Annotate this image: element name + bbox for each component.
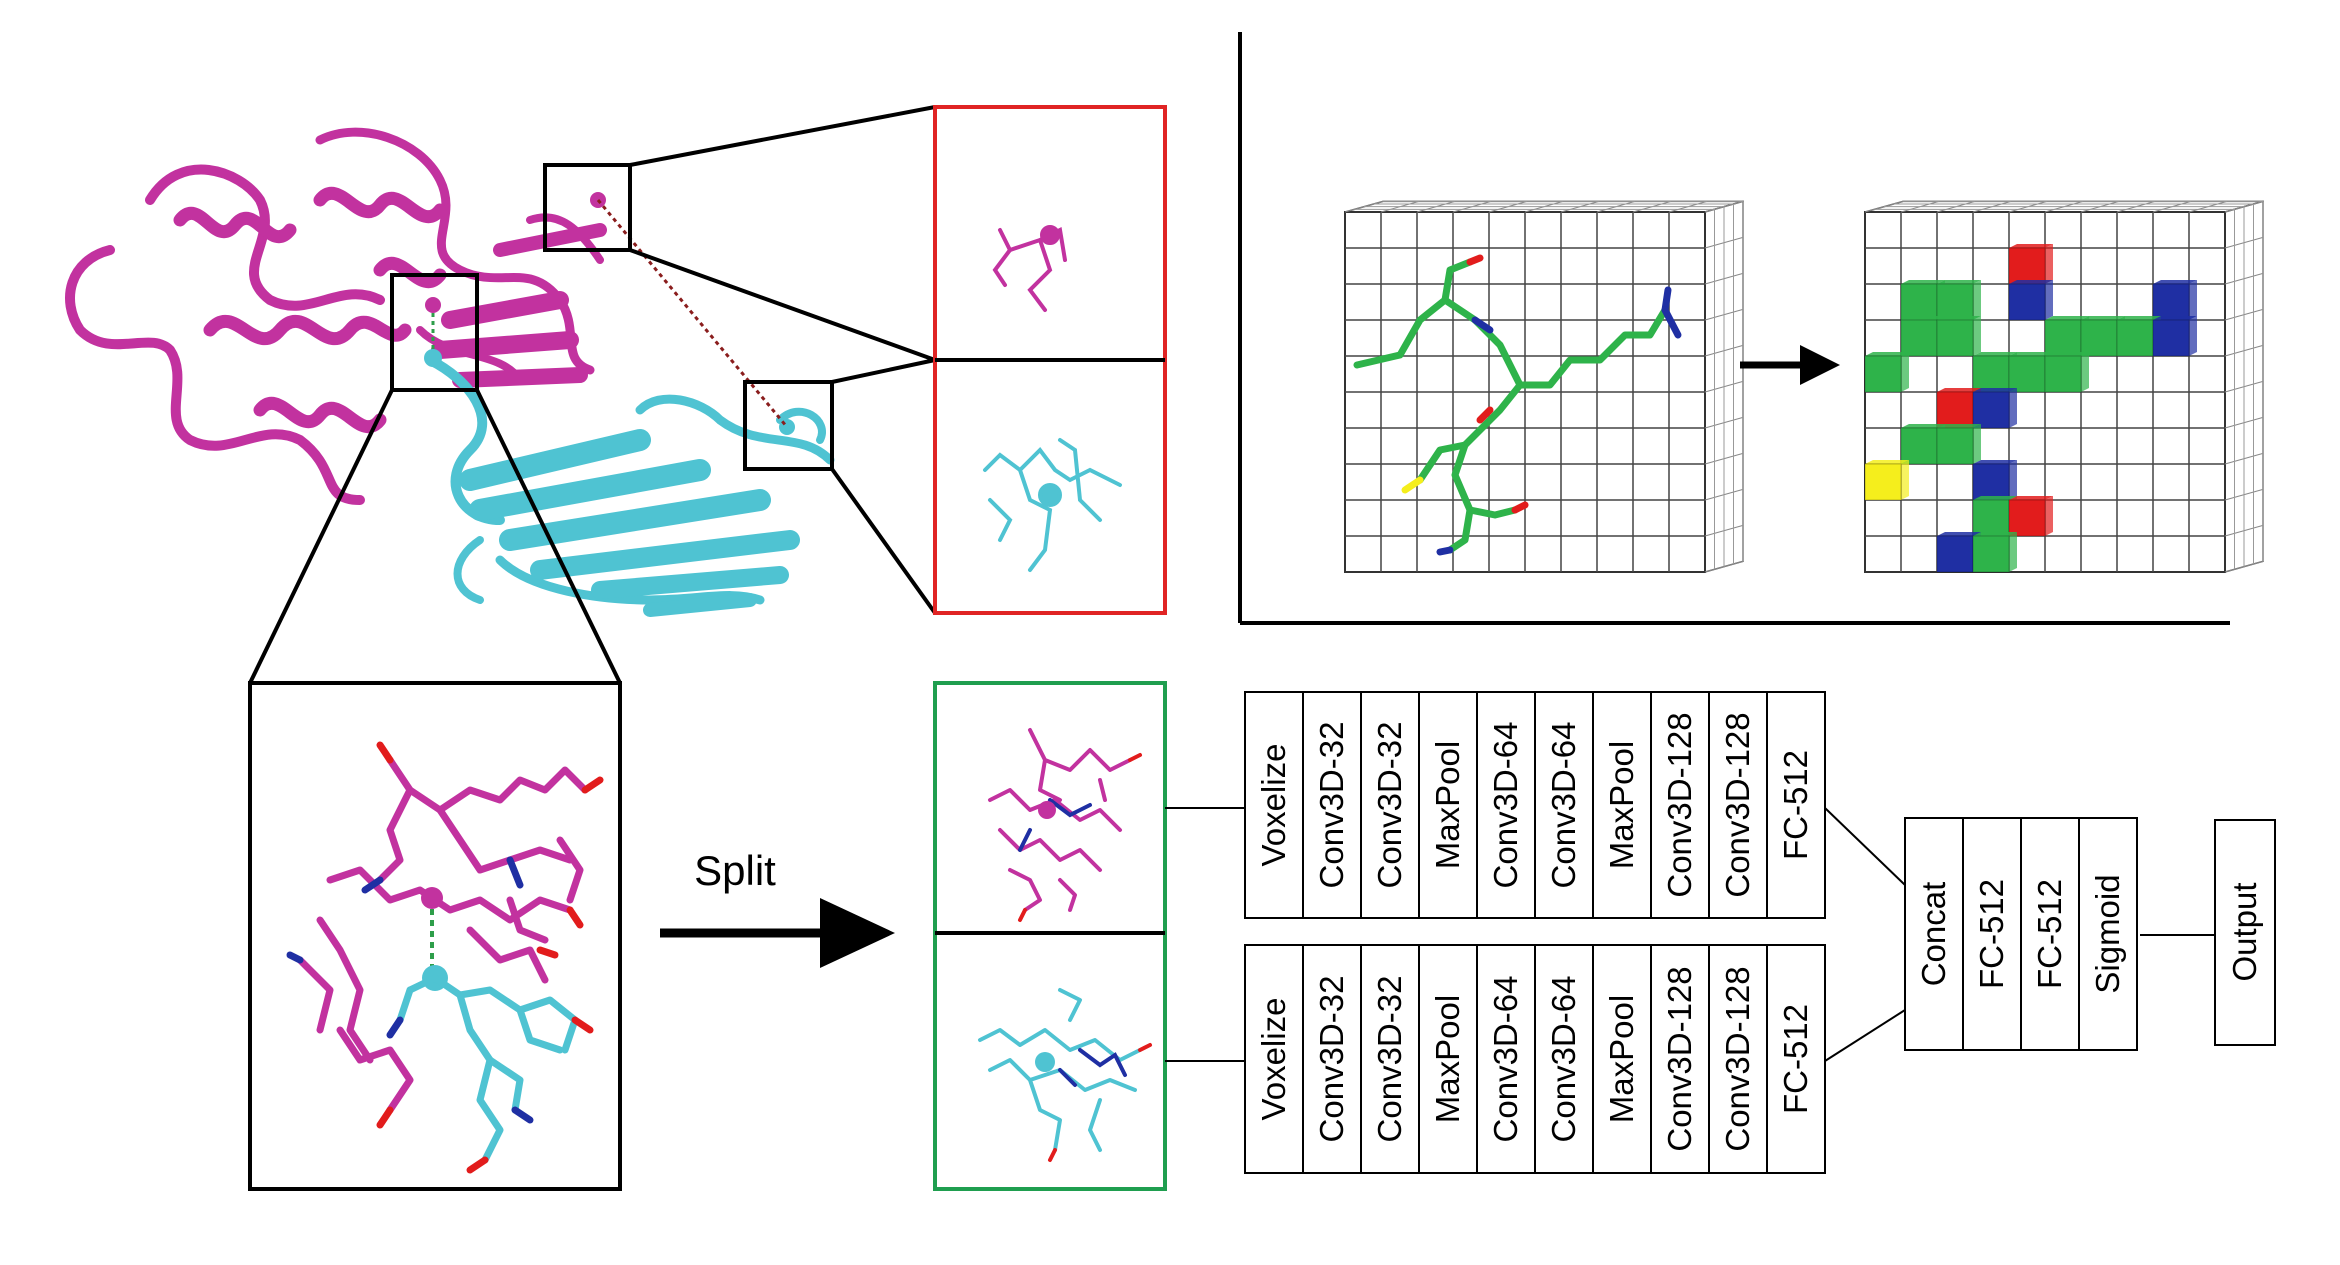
network-connectors [1165, 807, 2215, 1062]
interface-atom-a [425, 297, 441, 313]
voxel-carbon [2080, 319, 2118, 357]
layer-maxpool: MaxPool [1429, 995, 1466, 1123]
selection-box-2 [743, 380, 834, 471]
voxel-carbon [1864, 355, 1902, 393]
layer-conv3d-128: Conv3D-128 [1719, 966, 1756, 1151]
voxel-carbon [1972, 499, 2010, 537]
voxel-carbon [1972, 355, 2010, 393]
layer-conv3d-128: Conv3D-128 [1661, 966, 1698, 1151]
atom-grid-cube [1344, 200, 1744, 573]
layer-maxpool: MaxPool [1603, 995, 1640, 1123]
zoomed-residues-a-n-o [286, 741, 604, 1129]
voxel-carbon [2044, 319, 2082, 357]
selection-box-3 [390, 273, 479, 392]
contact-line-red [596, 199, 789, 428]
voxel-carbon [1900, 283, 1938, 321]
voxel-nitrogen [1936, 535, 1974, 573]
layer-fc-512: FC-512 [1973, 879, 2010, 989]
voxel-nitrogen [1972, 463, 2010, 501]
layer-conv3d-64: Conv3D-64 [1487, 976, 1524, 1143]
interface-atom-b [424, 349, 442, 367]
split-residues-a [988, 728, 1132, 912]
layer-conv3d-32: Conv3D-32 [1313, 722, 1350, 889]
voxel-carbon [1936, 319, 1974, 357]
layer-conv3d-128: Conv3D-128 [1661, 712, 1698, 897]
split-atom-a [1038, 801, 1056, 819]
layer-concat: Concat [1915, 882, 1952, 987]
interface-residues-a [992, 225, 1067, 312]
voxel-nitrogen [2008, 283, 2046, 321]
interface-panel [933, 105, 1167, 615]
split-panel [933, 681, 1167, 1191]
selection-box-1 [543, 163, 632, 252]
voxel-oxygen [2008, 499, 2046, 537]
layer-conv3d-32: Conv3D-32 [1313, 976, 1350, 1143]
protein-chain-a [65, 127, 607, 505]
voxel-carbon [1936, 283, 1974, 321]
zoomed-interface-panel [248, 681, 622, 1191]
layer-sigmoid: Sigmoid [2089, 874, 2126, 993]
voxel-carbon [2008, 355, 2046, 393]
layer-maxpool: MaxPool [1429, 741, 1466, 869]
layer-maxpool: MaxPool [1603, 741, 1640, 869]
network-branch-top: Voxelize Conv3D-32 Conv3D-32 MaxPool Conv3D-… [1244, 691, 1826, 919]
layer-fc-512: FC-512 [1777, 750, 1814, 860]
voxel-grid-cube [1864, 200, 2264, 573]
voxel-sulfur [1864, 463, 1902, 501]
voxel-oxygen [2008, 247, 2046, 285]
layer-conv3d-64: Conv3D-64 [1545, 976, 1582, 1143]
voxel-carbon [1900, 319, 1938, 357]
voxel-oxygen [1936, 391, 1974, 429]
split-atom-b [1035, 1052, 1055, 1072]
split-label: Split [694, 847, 776, 894]
protein-chain-b [425, 355, 835, 617]
voxel-cells [1864, 244, 2197, 573]
zoomed-residues-b [396, 974, 579, 1164]
output-label: Output [2226, 882, 2263, 981]
layer-conv3d-64: Conv3D-64 [1545, 722, 1582, 889]
layer-conv3d-32: Conv3D-32 [1371, 976, 1408, 1143]
voxelize-arrow [1740, 345, 1840, 385]
network-branch-bottom: Voxelize Conv3D-32 Conv3D-32 MaxPool Conv3D-… [1244, 944, 1826, 1174]
layer-conv3d-128: Conv3D-128 [1719, 712, 1756, 897]
protein-complex [65, 127, 835, 617]
layer-voxelize: Voxelize [1255, 744, 1292, 867]
voxel-carbon [2044, 355, 2082, 393]
layer-fc-512: FC-512 [1777, 1004, 1814, 1114]
zoomed-atom-a [421, 887, 443, 909]
zoom-lines [248, 105, 937, 684]
layer-conv3d-64: Conv3D-64 [1487, 722, 1524, 889]
voxel-nitrogen [2152, 319, 2190, 357]
molecule-structure [1353, 254, 1682, 556]
layer-fc-512: FC-512 [2031, 879, 2068, 989]
voxel-carbon [1936, 427, 1974, 465]
split-arrow: Split [660, 847, 895, 968]
voxel-carbon [2116, 319, 2154, 357]
network-output: Output [2214, 819, 2276, 1046]
voxel-nitrogen [2152, 283, 2190, 321]
layer-voxelize: Voxelize [1255, 998, 1292, 1121]
interface-residues-b [983, 438, 1122, 572]
zoomed-residues-a [296, 756, 589, 1114]
voxelization-panel [1238, 32, 2264, 625]
voxel-carbon [1972, 535, 2010, 573]
layer-conv3d-32: Conv3D-32 [1371, 722, 1408, 889]
voxel-nitrogen [1972, 391, 2010, 429]
voxel-carbon [1900, 427, 1938, 465]
network-merge: Concat FC-512 FC-512 Sigmoid [1904, 817, 2138, 1051]
